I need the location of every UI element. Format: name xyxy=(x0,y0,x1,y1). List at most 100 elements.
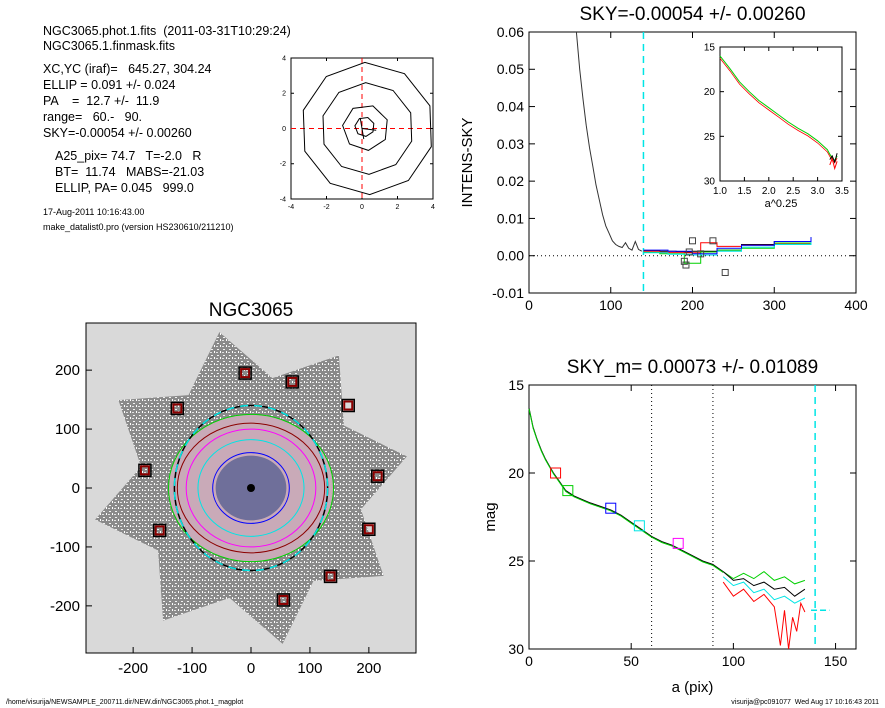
image-isophote-darkred xyxy=(176,422,326,554)
param-range: range= 60.- 90. xyxy=(43,110,143,124)
mag-xtick-label: 100 xyxy=(722,653,746,669)
sky-series-blue xyxy=(643,237,812,255)
image-sky-box-inner xyxy=(363,524,374,535)
sky-xtick-label: 0 xyxy=(525,297,533,313)
center-isophote xyxy=(322,82,413,175)
inset-tail-black xyxy=(829,153,838,164)
center-isophote xyxy=(342,105,388,151)
mag-ytick-label: 20 xyxy=(508,465,524,481)
mag-profile-green xyxy=(528,408,724,573)
sky-box-marker xyxy=(680,257,688,265)
image-sky-box xyxy=(341,398,355,413)
sky-box-marker xyxy=(685,248,693,256)
sky-ytick-label: 0.01 xyxy=(497,210,524,226)
center-ytick-label: 0 xyxy=(282,126,286,133)
mag-frame xyxy=(528,384,857,650)
image-sky-box-inner xyxy=(172,403,183,414)
mag-marker-cyan xyxy=(633,520,645,532)
galaxy-nucleus xyxy=(247,484,255,492)
sky-xtick-label: 300 xyxy=(763,297,787,313)
center-ytick-label: -4 xyxy=(280,196,286,203)
file-title: NGC3065.phot.1.fits (2011-03-31T10:29:24… xyxy=(43,24,291,38)
image-sky-box xyxy=(362,522,376,536)
center-xtick-label: -2 xyxy=(323,204,329,211)
footer-path: /home/visurija/NEWSAMPLE_200711.dir/NEW.… xyxy=(6,699,244,706)
image-xtick-label: -200 xyxy=(118,660,148,677)
mag-ytick-label: 25 xyxy=(508,553,524,569)
sky-ytick-label: 0.00 xyxy=(497,248,524,264)
param-center: XC,YC (iraf)= 645.27, 304.24 xyxy=(43,62,212,76)
image-isophote-blue xyxy=(212,452,290,524)
image-isophote-cyan xyxy=(197,439,305,537)
mag-xtick-label: 50 xyxy=(623,653,639,669)
inset-xlabel: a^0.25 xyxy=(765,198,798,210)
image-sky-box-inner xyxy=(139,465,150,476)
image-sky-box xyxy=(138,463,152,478)
center-xtick-label: -4 xyxy=(288,204,294,211)
mag-xtick-label: 150 xyxy=(824,653,848,669)
inset-ytick-label: 30 xyxy=(704,177,716,188)
sky-ytick-label: 0.02 xyxy=(497,173,524,189)
sky-box-marker xyxy=(721,268,729,276)
mag-marker-blue xyxy=(605,502,617,514)
center-ytick-label: 2 xyxy=(282,91,286,98)
inset-xtick-label: 1.5 xyxy=(737,186,751,197)
inset-xtick-label: 1.0 xyxy=(713,186,727,197)
image-sky-box xyxy=(238,366,252,380)
footer-user: visurija@pc091077 Wed Aug 17 10:16:43 20… xyxy=(731,699,879,706)
sky-ylabel: INTENS-SKY xyxy=(459,117,476,207)
center-xtick-label: 4 xyxy=(431,204,435,211)
mag-tail-green xyxy=(722,570,806,585)
image-xtick-label: 0 xyxy=(247,660,255,677)
image-sky-box xyxy=(370,469,385,483)
inset-xtick-label: 2.5 xyxy=(786,186,800,197)
date-stamp: 17-Aug-2011 10:16:43.00 xyxy=(43,207,145,217)
image-sky-box xyxy=(152,523,167,538)
image-isophote-green xyxy=(168,413,334,563)
inset-frame xyxy=(719,46,843,182)
inset-xtick-label: 2.0 xyxy=(762,186,776,197)
image-sky-box-inner xyxy=(287,376,298,387)
inset-xtick-label: 3.0 xyxy=(811,186,825,197)
sky-profile xyxy=(575,31,643,252)
inset-profile-green xyxy=(719,55,838,162)
inset-xtick-label: 3.5 xyxy=(835,186,849,197)
mag-profile-black xyxy=(528,407,806,597)
sky-box-marker xyxy=(709,237,717,245)
inset-ytick-label: 20 xyxy=(704,87,716,98)
image-ytick-label: 200 xyxy=(55,362,80,379)
mag-title: SKY_m= 0.00073 +/- 0.01089 xyxy=(567,357,818,378)
image-xtick-label: 200 xyxy=(356,660,381,677)
mag-ytick-label: 15 xyxy=(508,377,524,393)
center-xtick-label: 0 xyxy=(360,204,364,211)
sky-box-marker xyxy=(689,237,696,245)
image-xtick-label: -100 xyxy=(177,660,207,677)
image-ytick-label: -100 xyxy=(50,539,80,556)
sky-ytick-label: 0.04 xyxy=(497,98,524,114)
image-xtick-label: 100 xyxy=(297,660,322,677)
image-ytick-label: 0 xyxy=(72,480,80,497)
info-ellip: ELLIP, PA= 0.045 999.0 xyxy=(55,181,194,195)
image-sky-box-inner xyxy=(240,368,251,379)
inset-frame xyxy=(719,46,843,182)
center-ytick-label: 4 xyxy=(282,55,286,62)
center-xtick-label: 2 xyxy=(396,204,400,211)
image-ytick-label: -200 xyxy=(50,598,80,615)
program-stamp: make_datalist0.pro (version HS230610/211… xyxy=(43,222,234,232)
inset-ytick-label: 15 xyxy=(704,43,716,54)
param-pa: PA = 12.7 +/- 11.9 xyxy=(43,94,160,108)
param-sky: SKY=-0.00054 +/- 0.00260 xyxy=(43,126,192,140)
image-sky-box-inner xyxy=(372,471,383,482)
center-isophote xyxy=(354,116,375,137)
image-isophote-magenta xyxy=(185,428,317,548)
image-ytick-label: 100 xyxy=(55,421,80,438)
mag-ytick-label: 30 xyxy=(508,641,524,657)
center-isophote xyxy=(302,61,432,196)
image-sky-box-inner xyxy=(343,400,354,411)
mag-xtick-label: 0 xyxy=(525,653,533,669)
inset-ytick-label: 25 xyxy=(704,132,716,143)
center-ytick-label: -2 xyxy=(280,161,286,168)
image-title: NGC3065 xyxy=(209,300,294,321)
mag-tail-red xyxy=(722,581,806,650)
